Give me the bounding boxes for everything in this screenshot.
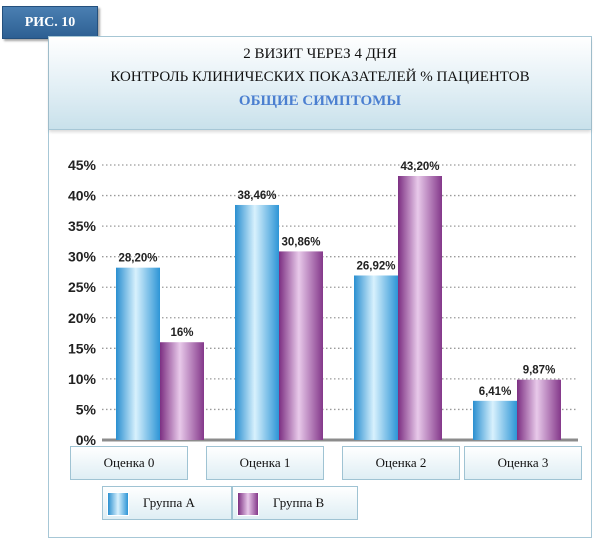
legend-swatch-group-a	[107, 492, 129, 516]
x-category-label: Оценка 3	[464, 446, 582, 480]
chart-subtitle: ОБЩИЕ СИМПТОМЫ	[238, 93, 402, 109]
y-tick-label: 30%	[68, 249, 97, 265]
y-tick-label: 20%	[68, 310, 97, 326]
chart-title-box: 2 ВИЗИТ ЧЕРЕЗ 4 ДНЯ КОНТРОЛЬ КЛИНИЧЕСКИХ…	[49, 37, 591, 130]
x-category-label: Оценка 1	[206, 446, 324, 480]
y-tick-label: 15%	[68, 340, 97, 356]
data-label: 9,87%	[523, 365, 556, 377]
bar-group-b	[160, 342, 204, 440]
legend-label-group-b: Группа В	[273, 495, 325, 510]
legend-label-group-a: Группа А	[143, 495, 195, 510]
y-tick-label: 45%	[68, 157, 97, 173]
data-label: 30,86%	[281, 236, 320, 248]
y-tick-label: 0%	[76, 432, 97, 448]
y-tick-label: 5%	[76, 401, 97, 417]
y-tick-label: 35%	[68, 218, 97, 234]
bar-group-a	[116, 267, 160, 440]
data-label: 26,92%	[356, 260, 395, 272]
y-tick-label: 25%	[68, 279, 97, 295]
data-label: 38,46%	[237, 190, 276, 202]
chart-title-line-2: КОНТРОЛЬ КЛИНИЧЕСКИХ ПОКАЗАТЕЛЕЙ % ПАЦИЕ…	[110, 69, 530, 85]
chart-title-line-1: 2 ВИЗИТ ЧЕРЕЗ 4 ДНЯ	[243, 46, 397, 62]
x-category-label: Оценка 0	[70, 446, 188, 480]
y-tick-label: 10%	[68, 371, 97, 387]
legend-item-group-b: Группа В	[232, 486, 358, 520]
x-category-label: Оценка 2	[342, 446, 460, 480]
legend-item-group-a: Группа А	[102, 486, 232, 520]
bar-group-a	[473, 400, 517, 440]
figure-label: РИС. 10	[2, 6, 98, 39]
bar-group-b	[398, 176, 442, 440]
bar-group-a	[235, 204, 279, 440]
y-tick-label: 40%	[68, 188, 97, 204]
bar-group-b	[517, 379, 561, 440]
data-label: 43,20%	[400, 161, 439, 173]
data-label: 28,20%	[118, 253, 157, 265]
bar-group-b	[279, 251, 323, 440]
bar-group-a	[354, 275, 398, 440]
data-label: 16%	[170, 327, 193, 339]
data-label: 6,41%	[479, 386, 512, 398]
legend-swatch-group-b	[237, 492, 259, 516]
